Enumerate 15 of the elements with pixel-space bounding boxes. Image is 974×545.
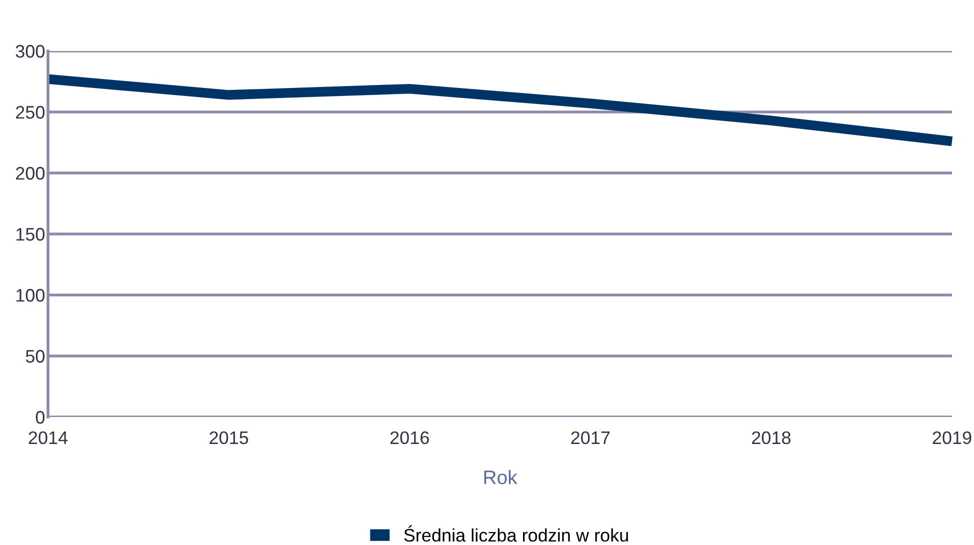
x-tick-label: 2016 (390, 431, 429, 444)
x-tick-label: 2014 (28, 431, 68, 444)
x-axis-title: Rok (484, 470, 518, 484)
x-tick-label: 2017 (571, 431, 610, 444)
x-tick-label: 2015 (210, 431, 248, 444)
y-tick-label: 300 (16, 44, 45, 58)
y-tick-label: 200 (16, 166, 45, 180)
legend-label: Średnia liczba rodzin w roku (404, 525, 628, 542)
x-tick-label: 2019 (932, 431, 972, 444)
x-tick-label: 2018 (752, 431, 790, 444)
y-tick-label: 150 (16, 228, 45, 241)
y-tick-label: 250 (16, 106, 45, 119)
y-tick-label: 100 (16, 288, 45, 302)
y-tick-label: 0 (36, 410, 45, 424)
y-tick-label: 50 (26, 350, 45, 363)
